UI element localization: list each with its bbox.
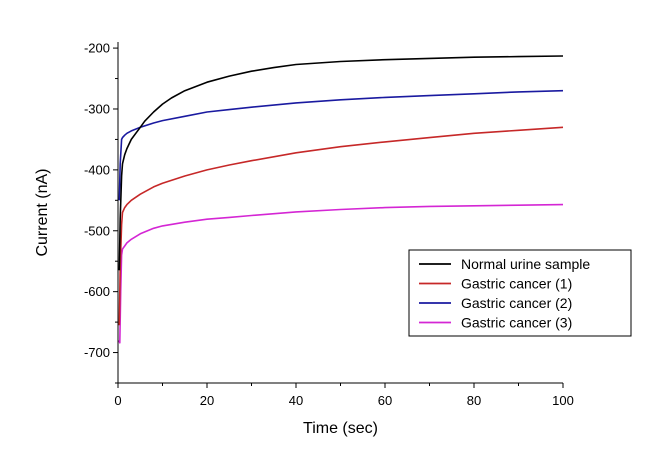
x-tick-label: 80 <box>467 393 481 408</box>
legend-label-3: Gastric cancer (2) <box>461 295 572 311</box>
legend: Normal urine sample Gastric cancer (1) Gas… <box>408 249 632 337</box>
y-tick-label: -500 <box>84 223 110 238</box>
legend-label-1: Normal urine sample <box>461 256 590 272</box>
series-line-1 <box>118 55 564 271</box>
y-tick-label: -200 <box>84 41 110 56</box>
x-tick-label: 60 <box>378 393 392 408</box>
legend-items: Normal urine sample Gastric cancer (1) Gas… <box>419 256 590 331</box>
x-tick-label: 100 <box>552 393 574 408</box>
x-tick-label: 40 <box>289 393 303 408</box>
y-tick-label: -300 <box>84 101 110 116</box>
y-tick-label: -600 <box>84 284 110 299</box>
legend-label-4: Gastric cancer (3) <box>461 315 572 331</box>
series-layer <box>118 55 564 344</box>
y-ticks: -200 -300 -400 -500 -600 -700 <box>84 41 118 384</box>
y-axis-title: Current (nA) <box>34 168 51 256</box>
x-tick-label: 0 <box>114 393 121 408</box>
y-tick-label: -700 <box>84 345 110 360</box>
legend-label-2: Gastric cancer (1) <box>461 276 572 292</box>
x-ticks: 0 20 40 60 80 100 <box>114 383 574 408</box>
x-axis-title: Time (sec) <box>303 420 378 437</box>
y-tick-label: -400 <box>84 162 110 177</box>
series-line-3 <box>118 89 564 201</box>
series-line-4 <box>118 203 564 344</box>
x-tick-label: 20 <box>200 393 214 408</box>
series-line-2 <box>118 126 564 326</box>
